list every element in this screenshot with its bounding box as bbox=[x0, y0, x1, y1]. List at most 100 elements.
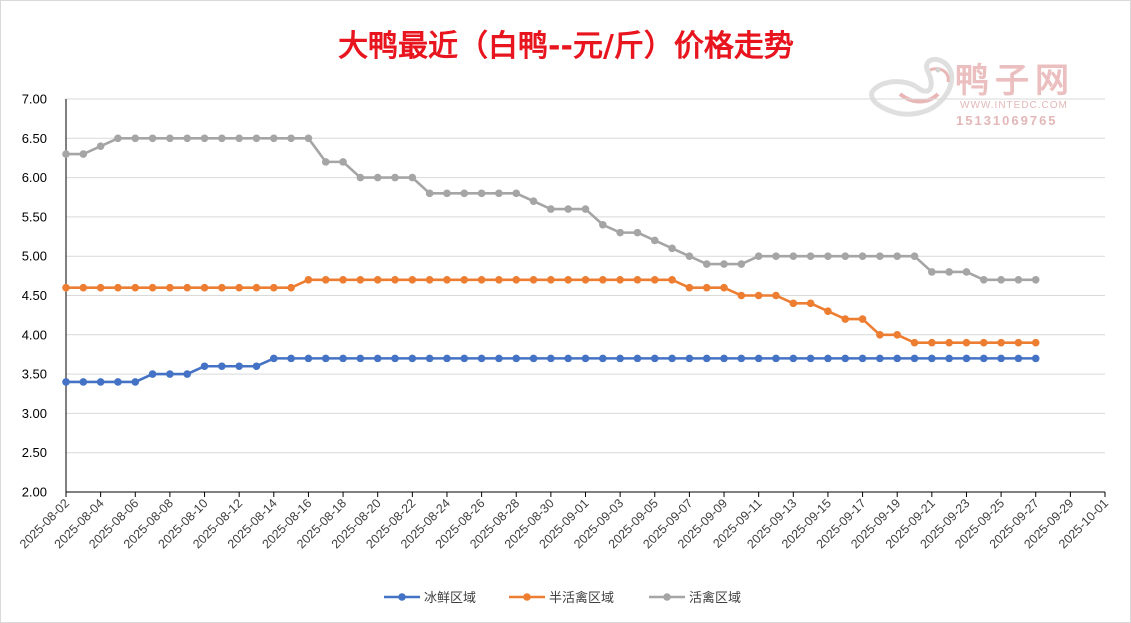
data-point bbox=[1031, 275, 1040, 284]
data-point bbox=[235, 134, 243, 143]
data-point bbox=[633, 228, 642, 237]
data-point bbox=[945, 268, 953, 276]
data-point bbox=[650, 236, 659, 245]
data-point bbox=[547, 275, 555, 284]
data-point bbox=[668, 275, 676, 284]
data-point bbox=[962, 354, 971, 363]
data-point bbox=[495, 275, 503, 284]
data-point bbox=[772, 252, 780, 260]
data-point bbox=[945, 354, 953, 363]
data-point bbox=[997, 354, 1005, 363]
data-point bbox=[737, 354, 746, 363]
data-point bbox=[789, 354, 798, 363]
data-point bbox=[633, 275, 642, 284]
watermark-logo: 鸭子网 WWW.INTEDC.COM 15131069765 bbox=[869, 56, 1075, 128]
y-tick-label: 2.00 bbox=[22, 485, 47, 500]
data-point bbox=[599, 220, 607, 229]
data-point bbox=[1014, 275, 1023, 284]
data-point bbox=[408, 354, 417, 363]
data-point bbox=[287, 283, 295, 292]
data-point bbox=[858, 252, 867, 260]
data-point bbox=[910, 354, 919, 363]
data-point bbox=[928, 354, 936, 363]
data-point bbox=[131, 378, 140, 386]
data-point bbox=[62, 283, 70, 292]
data-point bbox=[581, 275, 590, 284]
data-point bbox=[443, 354, 451, 363]
data-point bbox=[581, 354, 590, 363]
data-point bbox=[547, 205, 555, 213]
data-point bbox=[443, 189, 451, 198]
data-point bbox=[218, 134, 226, 143]
data-point bbox=[979, 354, 988, 363]
data-point bbox=[356, 275, 365, 284]
watermark-name: 鸭子网 bbox=[955, 61, 1075, 101]
legend: 冰鲜区域 半活禽区域 活禽区域 bbox=[384, 590, 741, 606]
series-1 bbox=[62, 354, 1040, 386]
data-point bbox=[391, 354, 399, 363]
data-point bbox=[616, 354, 624, 363]
data-point bbox=[997, 338, 1005, 347]
data-point bbox=[599, 275, 607, 284]
data-point bbox=[391, 275, 399, 284]
data-point bbox=[564, 205, 572, 213]
data-point bbox=[841, 252, 850, 260]
data-point bbox=[114, 283, 122, 292]
data-point bbox=[841, 315, 850, 323]
data-point bbox=[928, 268, 936, 276]
data-point bbox=[218, 362, 226, 371]
data-point bbox=[443, 275, 451, 284]
data-point bbox=[270, 354, 278, 363]
y-tick-label: 3.00 bbox=[22, 406, 47, 421]
data-point bbox=[148, 370, 157, 378]
data-point bbox=[339, 354, 347, 363]
series-2 bbox=[62, 275, 1040, 347]
data-point bbox=[876, 252, 884, 260]
axes bbox=[65, 99, 1106, 497]
data-point bbox=[702, 354, 711, 363]
data-point bbox=[754, 252, 763, 260]
data-point bbox=[512, 354, 521, 363]
data-point bbox=[270, 283, 278, 292]
data-point bbox=[720, 283, 728, 292]
data-point bbox=[477, 189, 486, 198]
legend-item: 半活禽区域 bbox=[509, 590, 614, 606]
data-point bbox=[373, 173, 382, 182]
data-point bbox=[148, 283, 157, 292]
data-point bbox=[806, 354, 815, 363]
data-point bbox=[1014, 354, 1023, 363]
data-point bbox=[841, 354, 850, 363]
y-tick-label: 6.50 bbox=[22, 131, 47, 146]
y-tick-label: 5.50 bbox=[22, 209, 47, 224]
data-point bbox=[737, 260, 746, 268]
legend-marker-icon bbox=[523, 593, 531, 601]
data-point bbox=[200, 134, 209, 143]
series-3 bbox=[62, 134, 1040, 284]
data-point bbox=[702, 260, 711, 268]
data-point bbox=[581, 205, 590, 213]
data-point bbox=[893, 252, 901, 260]
y-tick-label: 4.00 bbox=[22, 327, 47, 342]
data-point bbox=[720, 354, 728, 363]
data-point bbox=[806, 252, 815, 260]
data-point bbox=[789, 299, 798, 308]
data-point bbox=[616, 275, 624, 284]
data-point bbox=[529, 275, 538, 284]
data-point bbox=[425, 275, 434, 284]
legend-marker-icon bbox=[663, 593, 671, 601]
data-point bbox=[200, 362, 209, 371]
data-point bbox=[876, 331, 884, 339]
data-point bbox=[997, 275, 1005, 284]
data-point bbox=[858, 354, 867, 363]
data-point bbox=[754, 291, 763, 300]
data-point bbox=[79, 150, 88, 158]
data-point bbox=[408, 275, 417, 284]
data-point bbox=[218, 283, 226, 292]
data-point bbox=[1031, 338, 1040, 347]
data-point bbox=[166, 370, 174, 378]
data-point bbox=[114, 378, 122, 386]
data-point bbox=[650, 354, 659, 363]
data-point bbox=[460, 275, 469, 284]
legend-label: 半活禽区域 bbox=[549, 590, 614, 606]
